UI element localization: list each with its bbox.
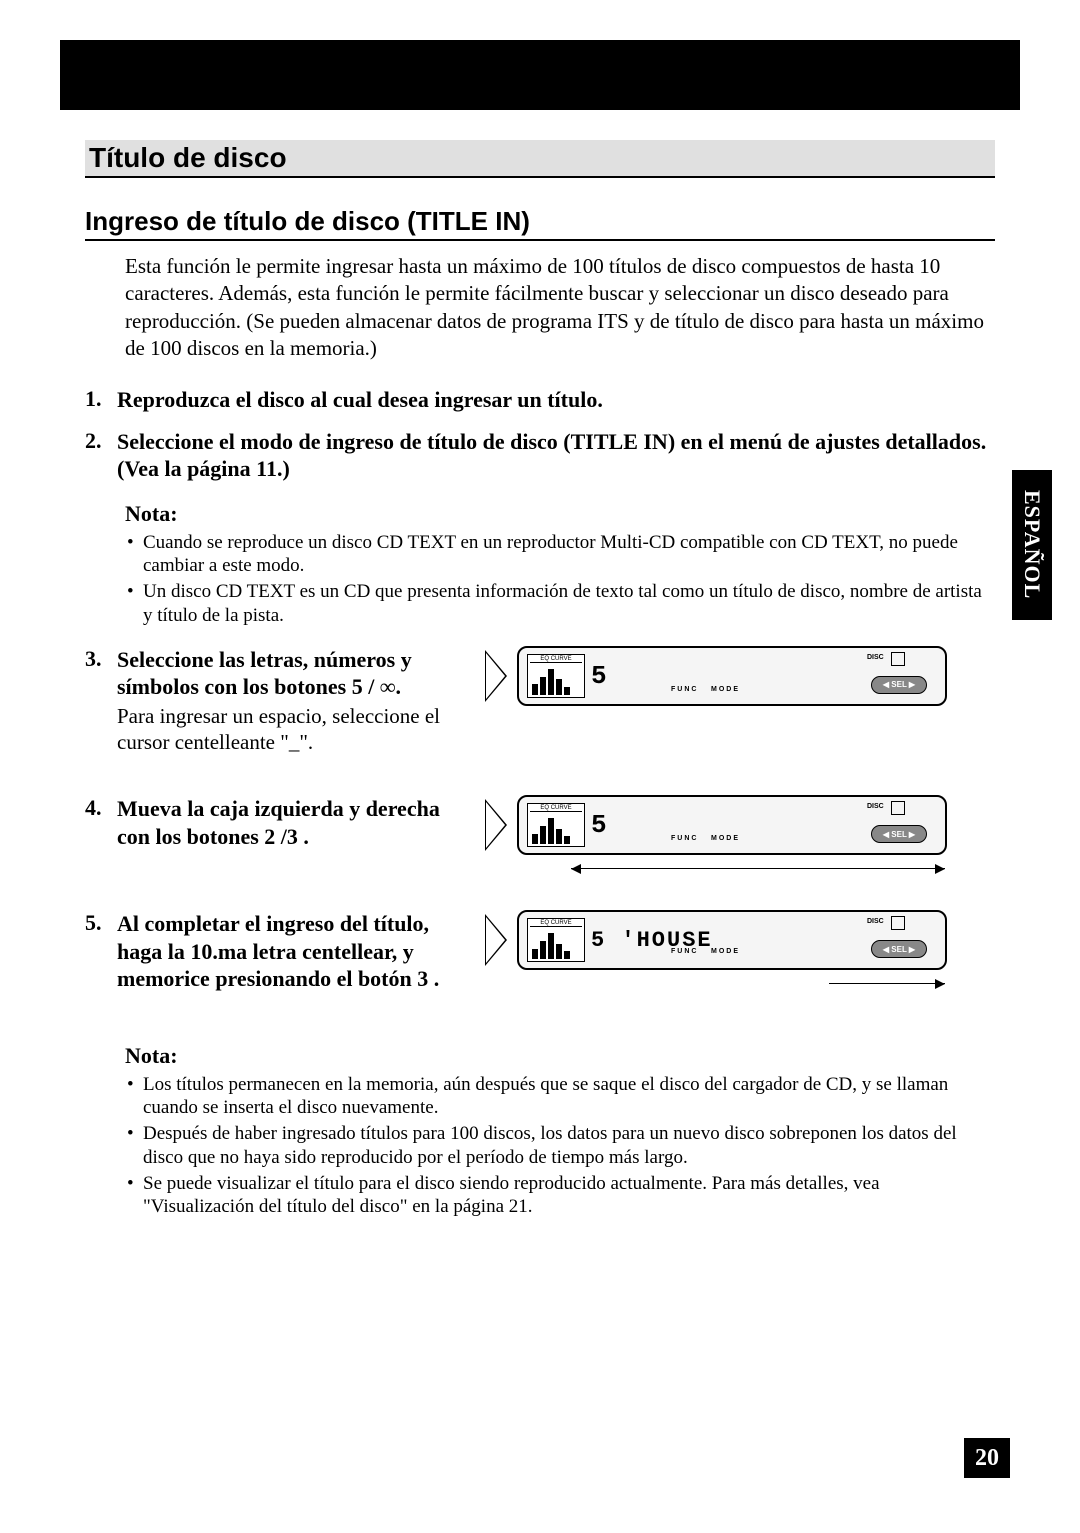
- eq-label: EQ CURVE: [530, 920, 582, 927]
- lcd-display: EQ CURVE 5 'HOUSE FUNC MODE DISC ◀ SEL ▶: [517, 910, 947, 970]
- step-title: Seleccione las letras, números y símbolo…: [117, 646, 465, 701]
- step-number: 1.: [85, 386, 117, 412]
- disc-box-icon: [891, 801, 905, 815]
- lcd-display: EQ CURVE 5 FUNC MODE DISC ◀ SEL ▶: [517, 646, 947, 706]
- lcd-display: EQ CURVE 5 FUNC MODE DISC ◀ SEL ▶: [517, 795, 947, 855]
- display-text: 5 FUNC MODE: [591, 661, 857, 691]
- disc-label: DISC: [867, 803, 884, 810]
- eq-curve-panel: EQ CURVE: [527, 654, 585, 698]
- subsection-title: Ingreso de título de disco (TITLE IN): [85, 206, 995, 241]
- top-black-bar: [60, 40, 1020, 110]
- nota-label: Nota:: [125, 501, 995, 527]
- disc-label: DISC: [867, 918, 884, 925]
- language-tab: ESPAÑOL: [1012, 470, 1052, 620]
- eq-label: EQ CURVE: [530, 656, 582, 663]
- intro-paragraph: Esta función le permite ingresar hasta u…: [125, 253, 995, 362]
- left-right-arrow: [571, 868, 945, 869]
- disc-label: DISC: [867, 654, 884, 661]
- arrow-icon: [485, 914, 507, 966]
- mode-label: MODE: [711, 948, 740, 955]
- step-number: 4.: [85, 795, 117, 821]
- step-title: Reproduzca el disco al cual desea ingres…: [117, 386, 995, 414]
- mode-label: MODE: [711, 835, 740, 842]
- nota-block-2: Nota: Los títulos permanecen en la memor…: [125, 1043, 995, 1220]
- section-title: Título de disco: [85, 140, 995, 178]
- nota-item: Un disco CD TEXT es un CD que presenta i…: [125, 580, 995, 628]
- step-title: Mueva la caja izquierda y derecha con lo…: [117, 795, 465, 850]
- display-diagram-3: EQ CURVE 5 FUNC MODE DISC ◀ SEL ▶: [485, 646, 995, 706]
- disc-box-icon: [891, 652, 905, 666]
- sel-button: ◀ SEL ▶: [871, 676, 927, 694]
- page-number: 20: [964, 1438, 1010, 1478]
- right-controls: DISC ◀ SEL ▶: [863, 654, 937, 698]
- step-number: 3.: [85, 646, 117, 672]
- nota-item: Los títulos permanecen en la memoria, aú…: [125, 1073, 995, 1121]
- step-3: 3. Seleccione las letras, números y símb…: [85, 646, 995, 766]
- arrow-icon: [485, 650, 507, 702]
- display-diagram-4: EQ CURVE 5 FUNC MODE DISC ◀ SEL ▶: [485, 795, 995, 855]
- nota-item: Se puede visualizar el título para el di…: [125, 1172, 995, 1220]
- step-subtext: Para ingresar un espacio, seleccione el …: [117, 703, 465, 756]
- sel-button: ◀ SEL ▶: [871, 940, 927, 958]
- right-arrow: [829, 983, 945, 984]
- disc-box-icon: [891, 916, 905, 930]
- func-label: FUNC: [671, 686, 698, 693]
- step-5: 5. Al completar el ingreso del título, h…: [85, 910, 995, 1003]
- arrow-icon: [485, 799, 507, 851]
- eq-curve-panel: EQ CURVE: [527, 918, 585, 962]
- step-number: 2.: [85, 428, 117, 454]
- nota-list: Los títulos permanecen en la memoria, aú…: [125, 1073, 995, 1220]
- nota-item: Cuando se reproduce un disco CD TEXT en …: [125, 531, 995, 579]
- display-text: 5 FUNC MODE: [591, 810, 857, 840]
- right-controls: DISC ◀ SEL ▶: [863, 803, 937, 847]
- display-text: 5 'HOUSE FUNC MODE: [591, 928, 857, 953]
- page-content: Título de disco Ingreso de título de dis…: [85, 140, 995, 1237]
- nota-label: Nota:: [125, 1043, 995, 1069]
- display-diagram-5: EQ CURVE 5 'HOUSE FUNC MODE DISC ◀ SEL ▶: [485, 910, 995, 970]
- right-controls: DISC ◀ SEL ▶: [863, 918, 937, 962]
- step-title: Seleccione el modo de ingreso de título …: [117, 428, 995, 483]
- nota-block-1: Nota: Cuando se reproduce un disco CD TE…: [125, 501, 995, 628]
- nota-list: Cuando se reproduce un disco CD TEXT en …: [125, 531, 995, 628]
- func-label: FUNC: [671, 835, 698, 842]
- eq-curve-panel: EQ CURVE: [527, 803, 585, 847]
- nota-item: Después de haber ingresado títulos para …: [125, 1122, 995, 1170]
- func-label: FUNC: [671, 948, 698, 955]
- step-2: 2. Seleccione el modo de ingreso de títu…: [85, 428, 995, 483]
- step-1: 1. Reproduzca el disco al cual desea ing…: [85, 386, 995, 414]
- step-title: Al completar el ingreso del título, haga…: [117, 910, 465, 993]
- sel-button: ◀ SEL ▶: [871, 825, 927, 843]
- step-4: 4. Mueva la caja izquierda y derecha con…: [85, 795, 995, 860]
- step-number: 5.: [85, 910, 117, 936]
- mode-label: MODE: [711, 686, 740, 693]
- eq-label: EQ CURVE: [530, 805, 582, 812]
